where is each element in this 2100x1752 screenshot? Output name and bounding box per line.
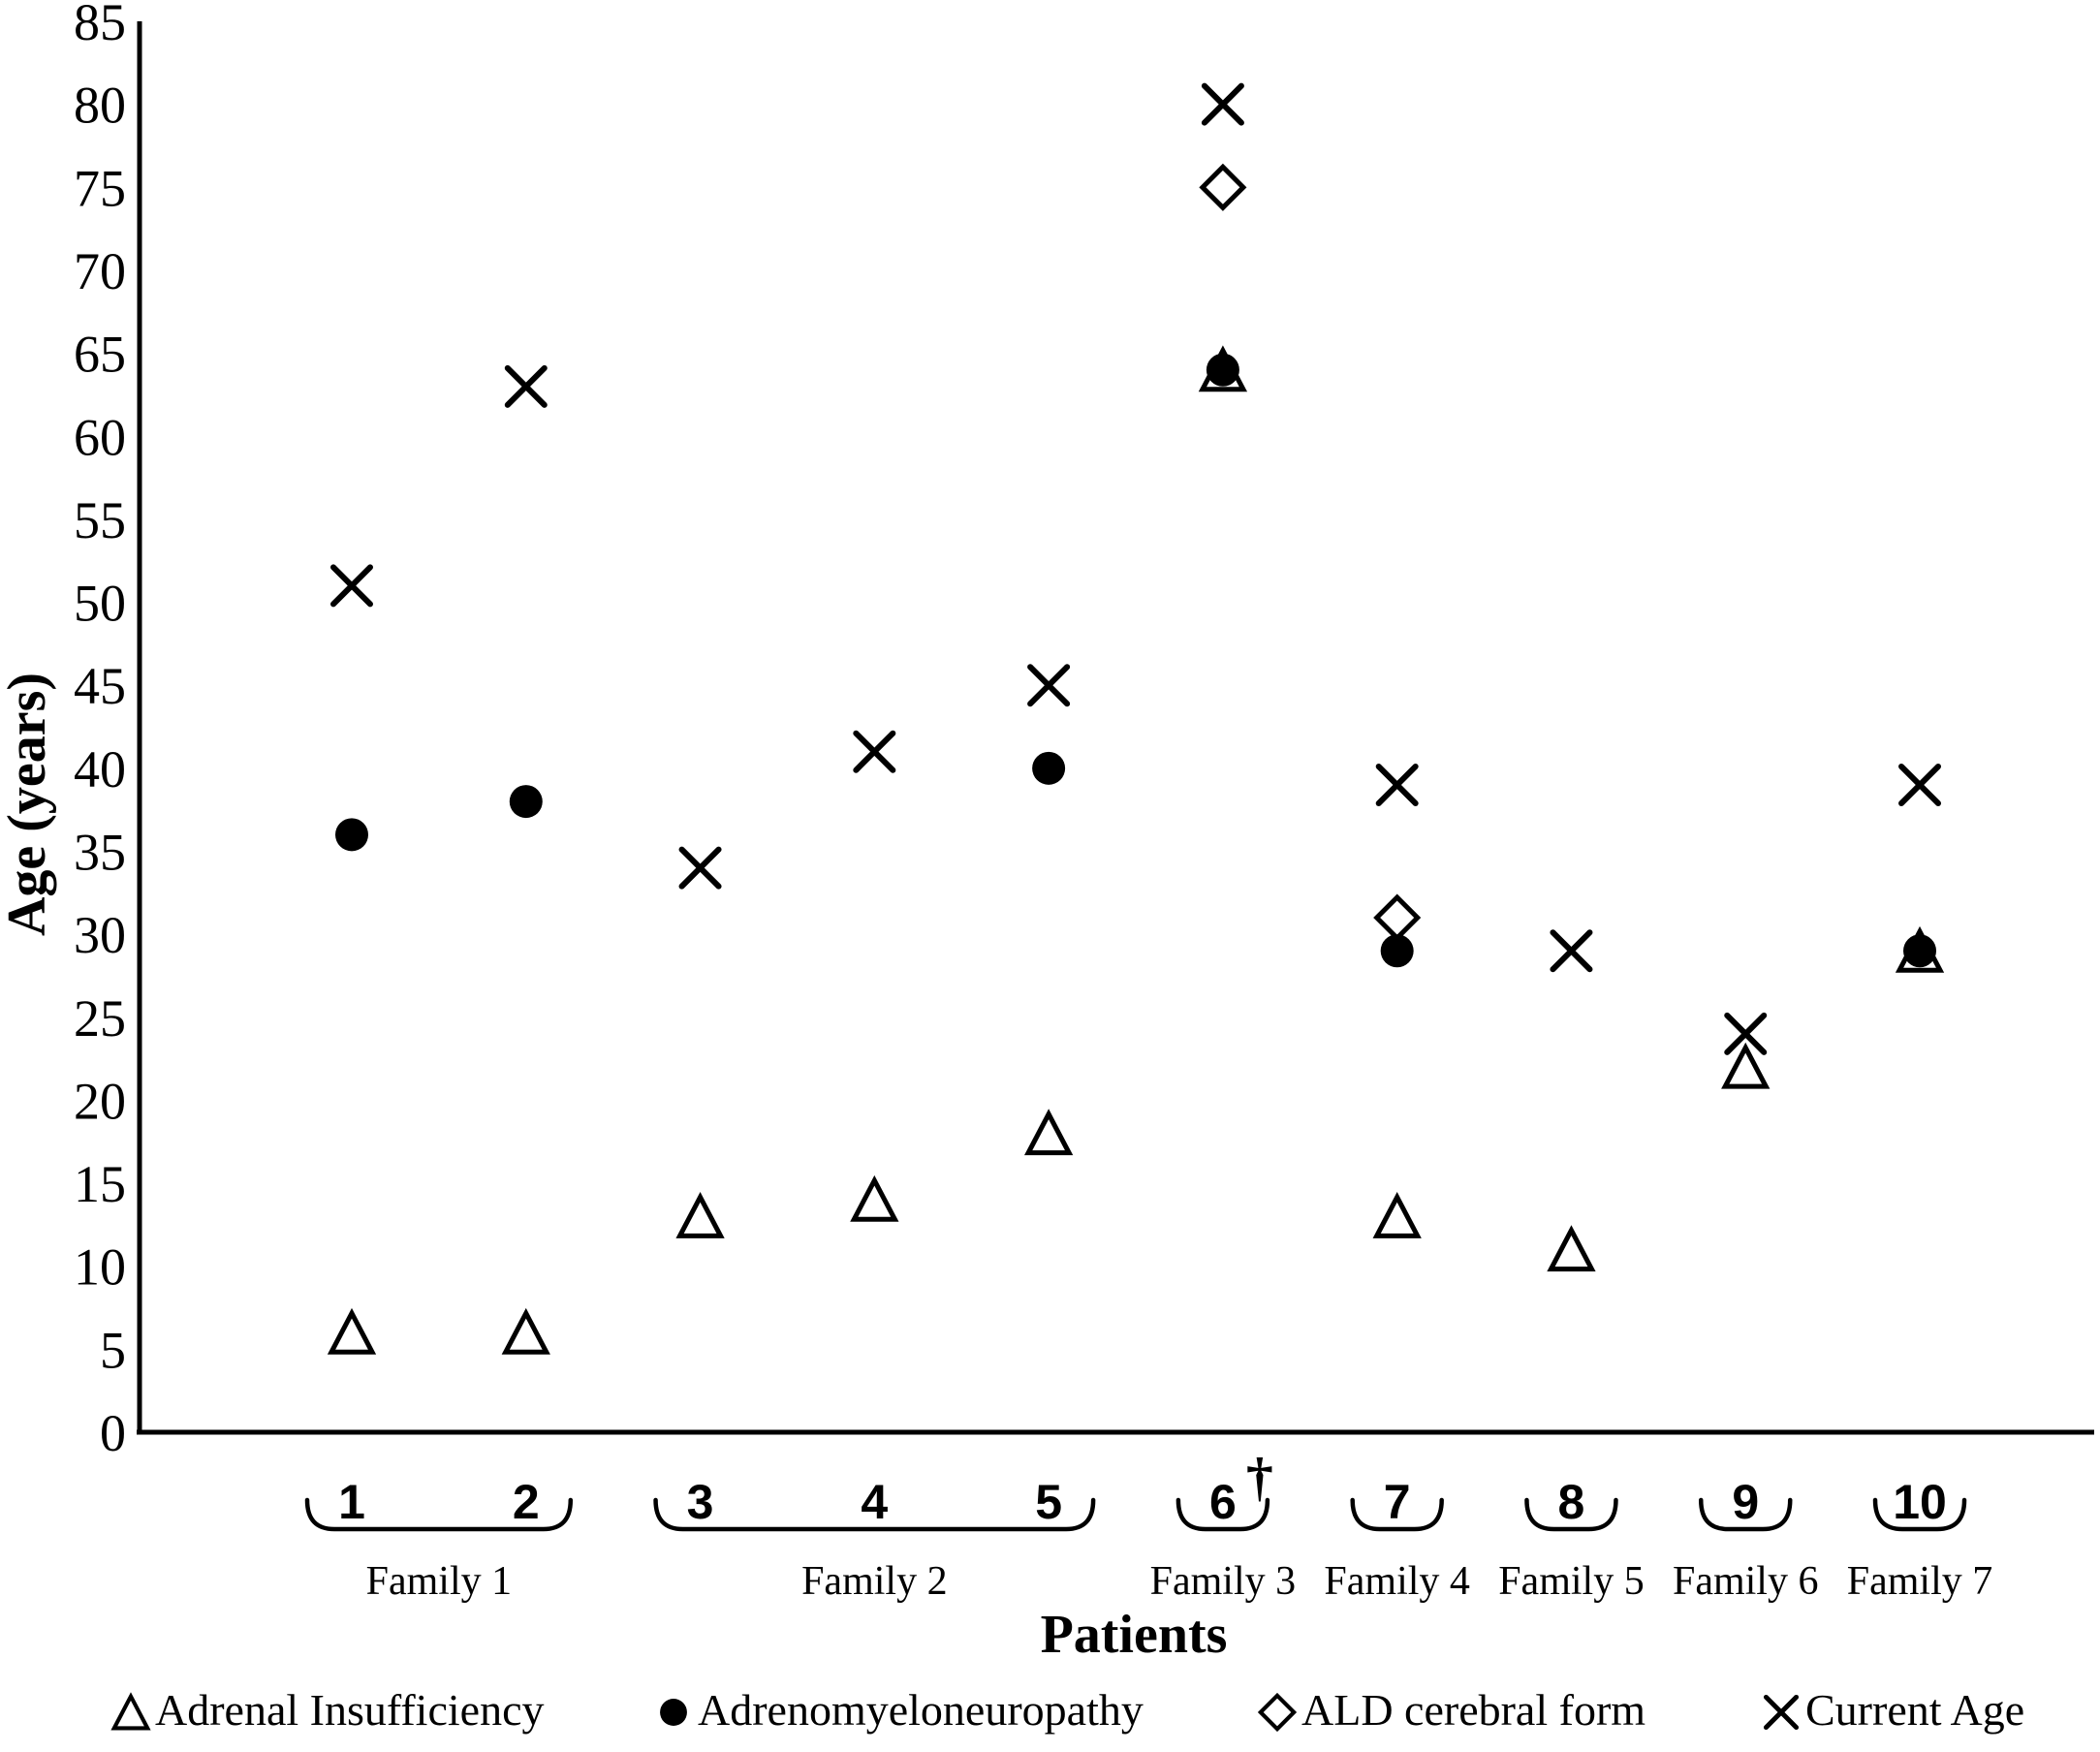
family-brace-5 bbox=[1524, 1497, 1618, 1532]
family-brace-7 bbox=[1872, 1497, 1967, 1532]
family-label-5: Family 5 bbox=[1498, 1559, 1645, 1604]
marker-x-cross-patient-2 bbox=[504, 364, 548, 408]
family-brace-2 bbox=[653, 1497, 1096, 1532]
patient-number-10: 10 bbox=[1893, 1475, 1947, 1529]
patient-number-6: 6 bbox=[1209, 1475, 1237, 1529]
marker-circle-filled-patient-10 bbox=[1903, 934, 1937, 968]
y-tick-label-60: 60 bbox=[74, 408, 126, 466]
marker-diamond-open-patient-7 bbox=[1373, 893, 1422, 942]
y-tick-label-30: 30 bbox=[74, 906, 126, 964]
data-markers bbox=[327, 82, 1945, 1355]
marker-triangle-open-patient-2 bbox=[501, 1307, 550, 1355]
marker-circle-filled-patient-6 bbox=[1206, 353, 1239, 387]
y-tick-label-50: 50 bbox=[74, 575, 126, 633]
patient-number-2: 2 bbox=[513, 1475, 540, 1529]
family-label-4: Family 4 bbox=[1324, 1559, 1470, 1604]
patient-number-8: 8 bbox=[1558, 1475, 1585, 1529]
y-tick-label-15: 15 bbox=[74, 1155, 126, 1213]
marker-x-cross-patient-4 bbox=[853, 730, 896, 773]
y-tick-label-20: 20 bbox=[74, 1072, 126, 1130]
family-brace-6 bbox=[1698, 1497, 1793, 1532]
y-axis-title: Age (years) bbox=[0, 673, 57, 936]
patient-number-5: 5 bbox=[1035, 1475, 1062, 1529]
marker-circle-filled-patient-2 bbox=[509, 785, 543, 819]
marker-triangle-open-patient-3 bbox=[675, 1191, 725, 1238]
marker-x-cross-patient-9 bbox=[1724, 1012, 1768, 1055]
marker-triangle-open-patient-4 bbox=[850, 1174, 899, 1222]
family-label-2: Family 2 bbox=[801, 1559, 948, 1604]
marker-x-cross-patient-7 bbox=[1375, 763, 1419, 806]
y-tick-label-0: 0 bbox=[100, 1404, 126, 1462]
marker-triangle-open-patient-7 bbox=[1372, 1191, 1422, 1238]
family-label-7: Family 7 bbox=[1847, 1559, 1993, 1604]
family-label-3: Family 3 bbox=[1150, 1559, 1297, 1604]
y-tick-label-25: 25 bbox=[74, 989, 126, 1048]
marker-x-cross-patient-3 bbox=[678, 846, 722, 890]
y-tick-label-5: 5 bbox=[100, 1321, 126, 1379]
patient-number-9: 9 bbox=[1732, 1475, 1759, 1529]
y-tick-label-85: 85 bbox=[74, 0, 126, 51]
marker-diamond-open-patient-6 bbox=[1199, 163, 1247, 211]
marker-triangle-open-patient-5 bbox=[1023, 1109, 1074, 1156]
marker-triangle-open-patient-1 bbox=[327, 1307, 377, 1355]
marker-x-cross-patient-10 bbox=[1898, 763, 1942, 806]
y-tick-label-45: 45 bbox=[74, 657, 126, 715]
y-tick-label-10: 10 bbox=[74, 1238, 126, 1297]
marker-circle-filled-patient-1 bbox=[335, 818, 368, 852]
patient-number-1: 1 bbox=[338, 1475, 365, 1529]
y-tick-label-65: 65 bbox=[74, 326, 126, 384]
x-axis-title: Patients bbox=[1041, 1605, 1228, 1665]
marker-triangle-open-patient-8 bbox=[1547, 1225, 1596, 1272]
family-label-1: Family 1 bbox=[366, 1559, 513, 1604]
family-brace-3 bbox=[1175, 1497, 1270, 1532]
family-label-6: Family 6 bbox=[1673, 1559, 1819, 1604]
family-brace-1 bbox=[304, 1497, 574, 1532]
y-tick-label-80: 80 bbox=[74, 77, 126, 135]
marker-x-cross-patient-6 bbox=[1201, 82, 1244, 126]
y-axis-tick-labels: 0 5 10 15 20 25 30 35 40 45 50 55 60 65 70 75 80 85 bbox=[74, 0, 126, 1462]
marker-x-cross-patient-8 bbox=[1550, 929, 1593, 973]
y-tick-label-55: 55 bbox=[74, 491, 126, 549]
y-tick-label-35: 35 bbox=[74, 823, 126, 881]
y-tick-label-40: 40 bbox=[74, 740, 126, 798]
patient-number-3: 3 bbox=[687, 1475, 714, 1529]
marker-circle-filled-patient-7 bbox=[1380, 934, 1414, 968]
y-tick-label-70: 70 bbox=[74, 242, 126, 300]
deceased-dagger: † bbox=[1246, 1448, 1273, 1508]
patient-number-4: 4 bbox=[861, 1475, 888, 1529]
marker-triangle-open-patient-9 bbox=[1721, 1042, 1771, 1089]
family-brace-4 bbox=[1350, 1497, 1444, 1532]
marker-circle-filled-patient-5 bbox=[1032, 751, 1066, 785]
y-tick-label-75: 75 bbox=[74, 159, 126, 217]
marker-x-cross-patient-5 bbox=[1027, 664, 1071, 707]
patient-number-7: 7 bbox=[1384, 1475, 1411, 1529]
marker-x-cross-patient-1 bbox=[330, 564, 373, 608]
x-axis-groups: 1 2 3 4 5 6 7 8 9 10 Family 1 Family 2 Family 3 Famil… bbox=[304, 1448, 1993, 1604]
